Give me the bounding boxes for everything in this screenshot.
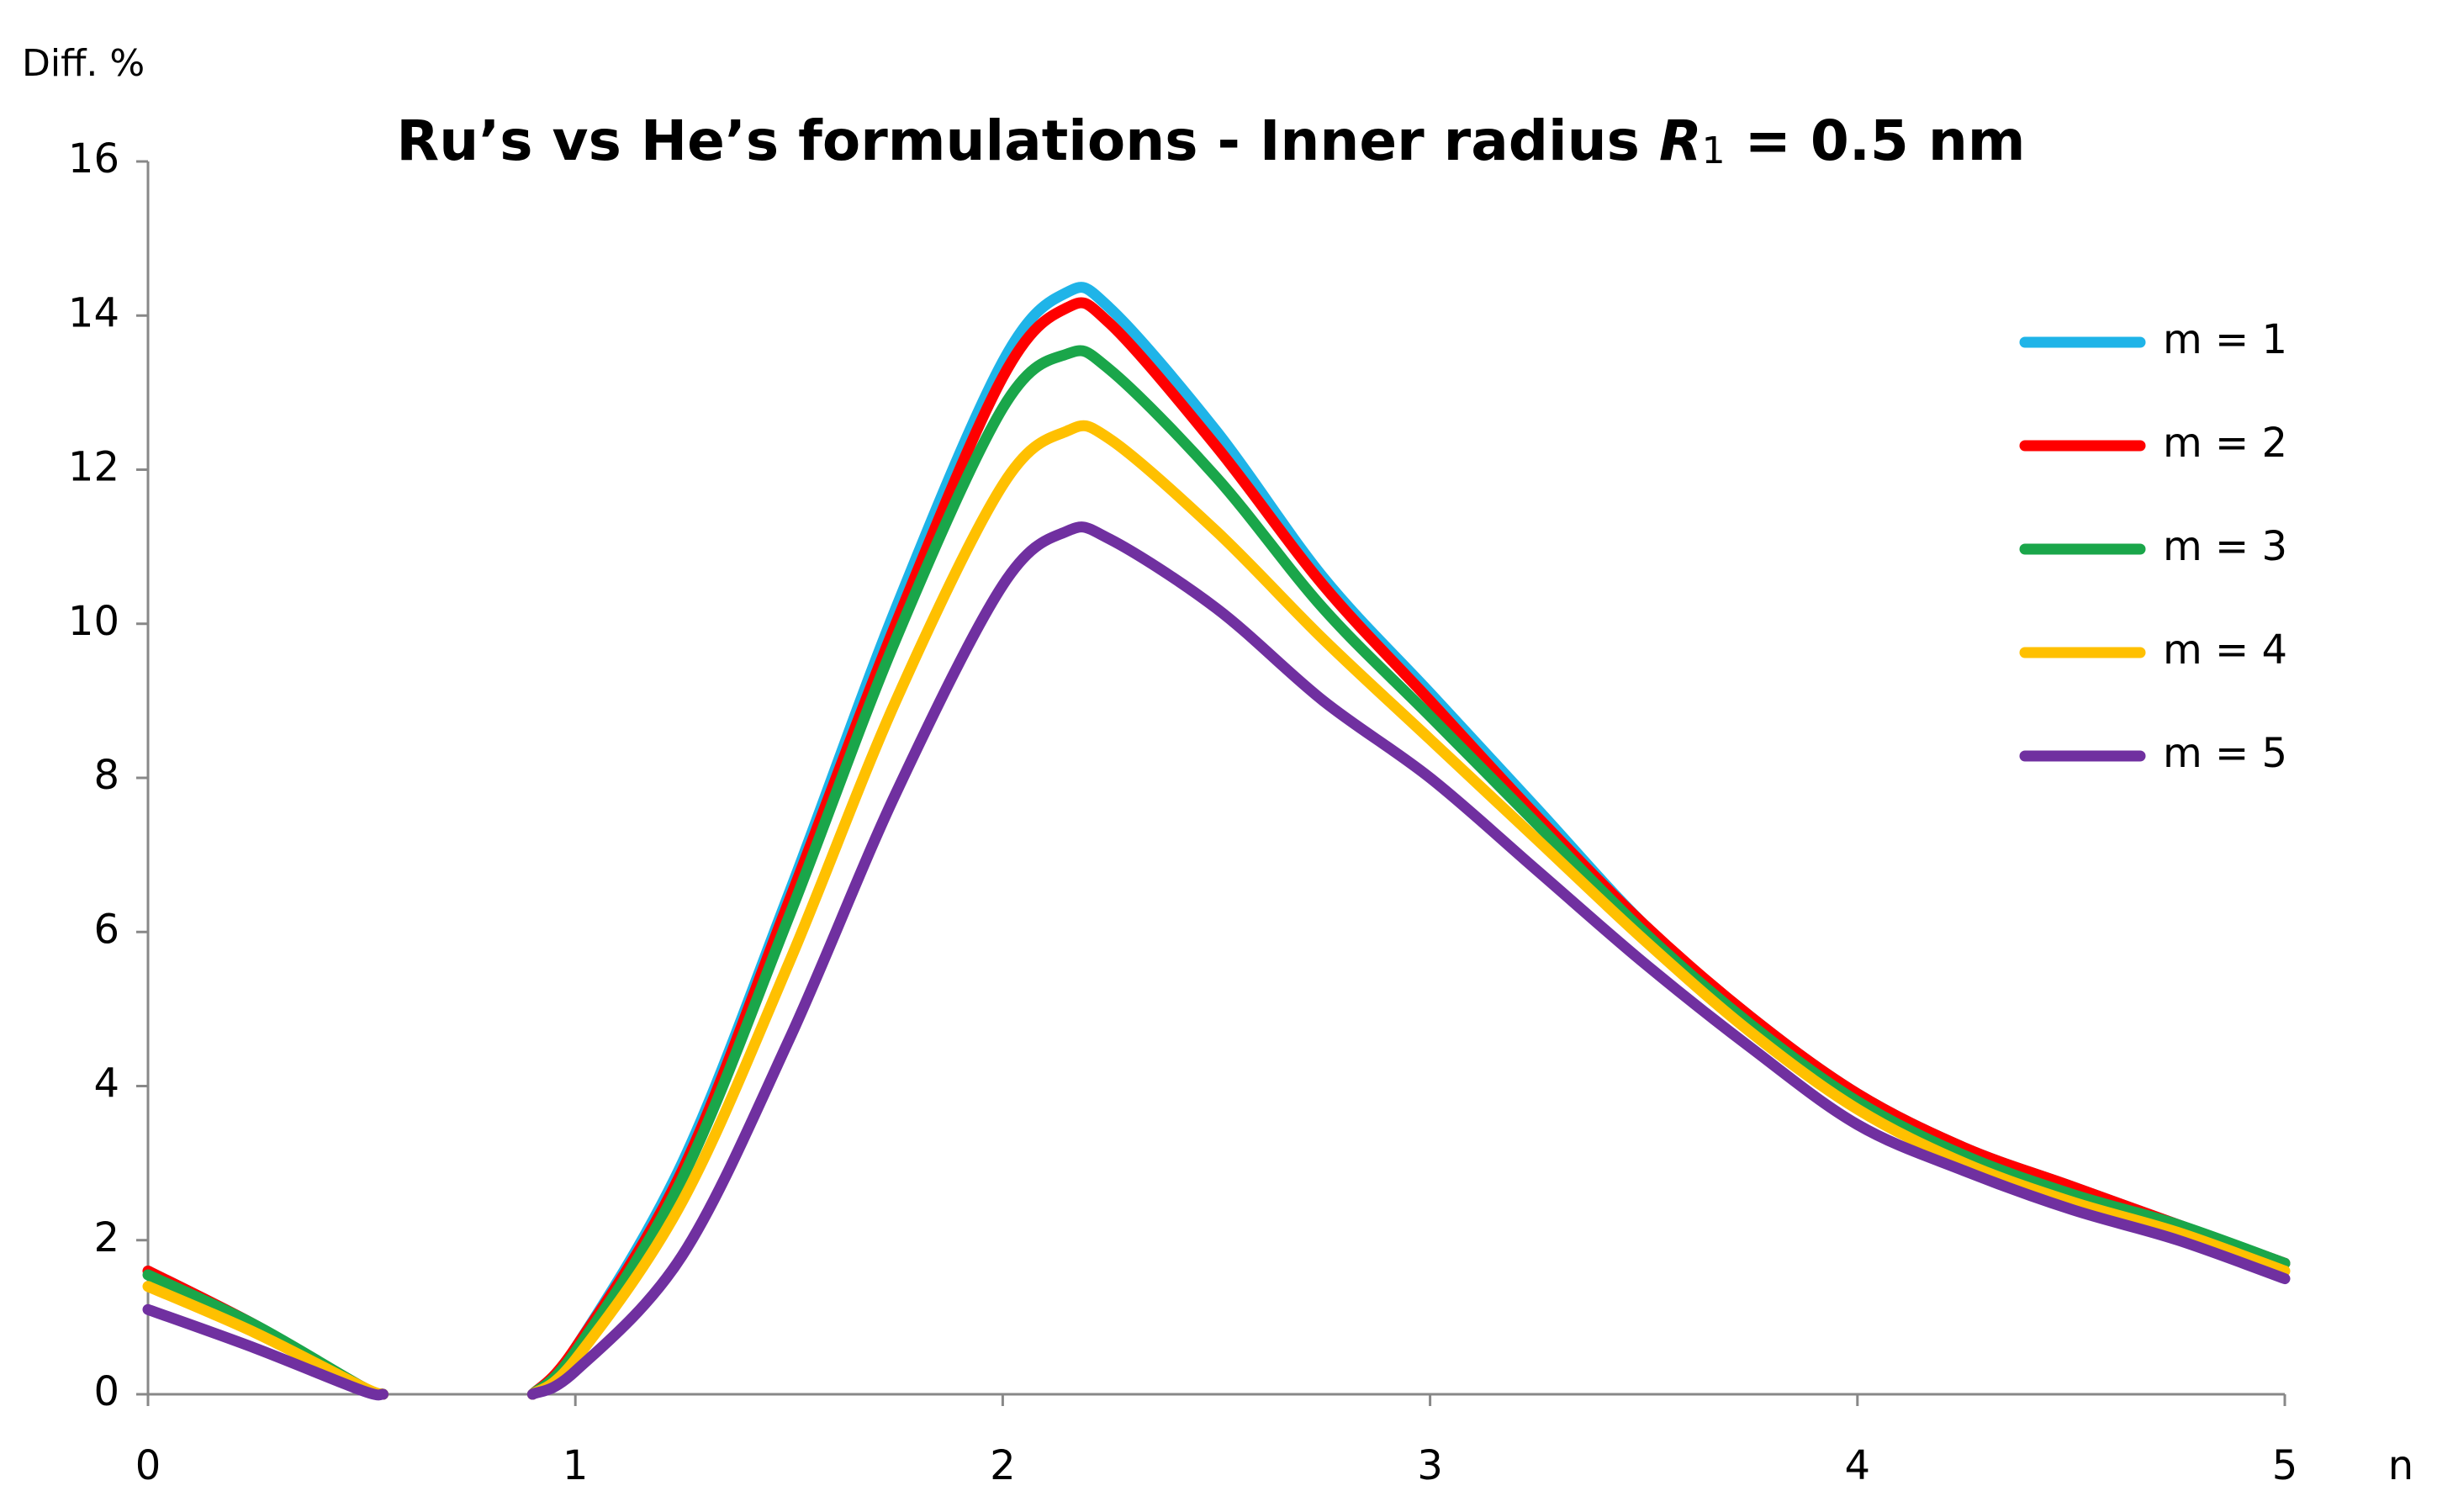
series-line — [142, 297, 2291, 1400]
series-line — [142, 420, 2291, 1400]
x-tick-label: 0 — [135, 1442, 161, 1489]
y-tick-label: 12 — [68, 444, 119, 491]
y-tick-label: 8 — [93, 752, 119, 799]
title-subscript: 1 — [1702, 130, 1726, 172]
chart-title: Ru’s vs He’s formulations - Inner radius… — [396, 108, 2025, 173]
series-line — [142, 521, 2291, 1401]
y-tick-label: 6 — [93, 906, 119, 953]
y-tick-label: 10 — [68, 598, 119, 645]
title-text: Ru’s vs He’s formulations - Inner radius — [396, 108, 1658, 173]
title-symbol: R — [1659, 108, 1702, 173]
x-tick-label: 5 — [2272, 1442, 2298, 1489]
y-tick-label: 4 — [93, 1060, 119, 1108]
y-axis-label: Diff. % — [22, 42, 145, 85]
x-tick-label: 2 — [990, 1442, 1016, 1489]
legend-label: m = 2 — [2163, 420, 2287, 467]
legend-label: m = 3 — [2163, 523, 2287, 570]
y-tick-label: 16 — [68, 135, 119, 182]
y-tick-label: 14 — [68, 289, 119, 336]
legend-label: m = 5 — [2163, 730, 2287, 777]
series-line — [142, 345, 2291, 1400]
y-tick-label: 2 — [93, 1214, 119, 1261]
title-text: = 0.5 nm — [1726, 108, 2026, 173]
x-tick-label: 1 — [563, 1442, 589, 1489]
y-tick-label: 0 — [93, 1368, 119, 1415]
legend-label: m = 1 — [2163, 316, 2287, 363]
x-tick-label: 4 — [1845, 1442, 1871, 1489]
legend-label: m = 4 — [2163, 626, 2287, 674]
x-tick-label: 3 — [1417, 1442, 1443, 1489]
x-axis-label: n — [2388, 1442, 2413, 1489]
